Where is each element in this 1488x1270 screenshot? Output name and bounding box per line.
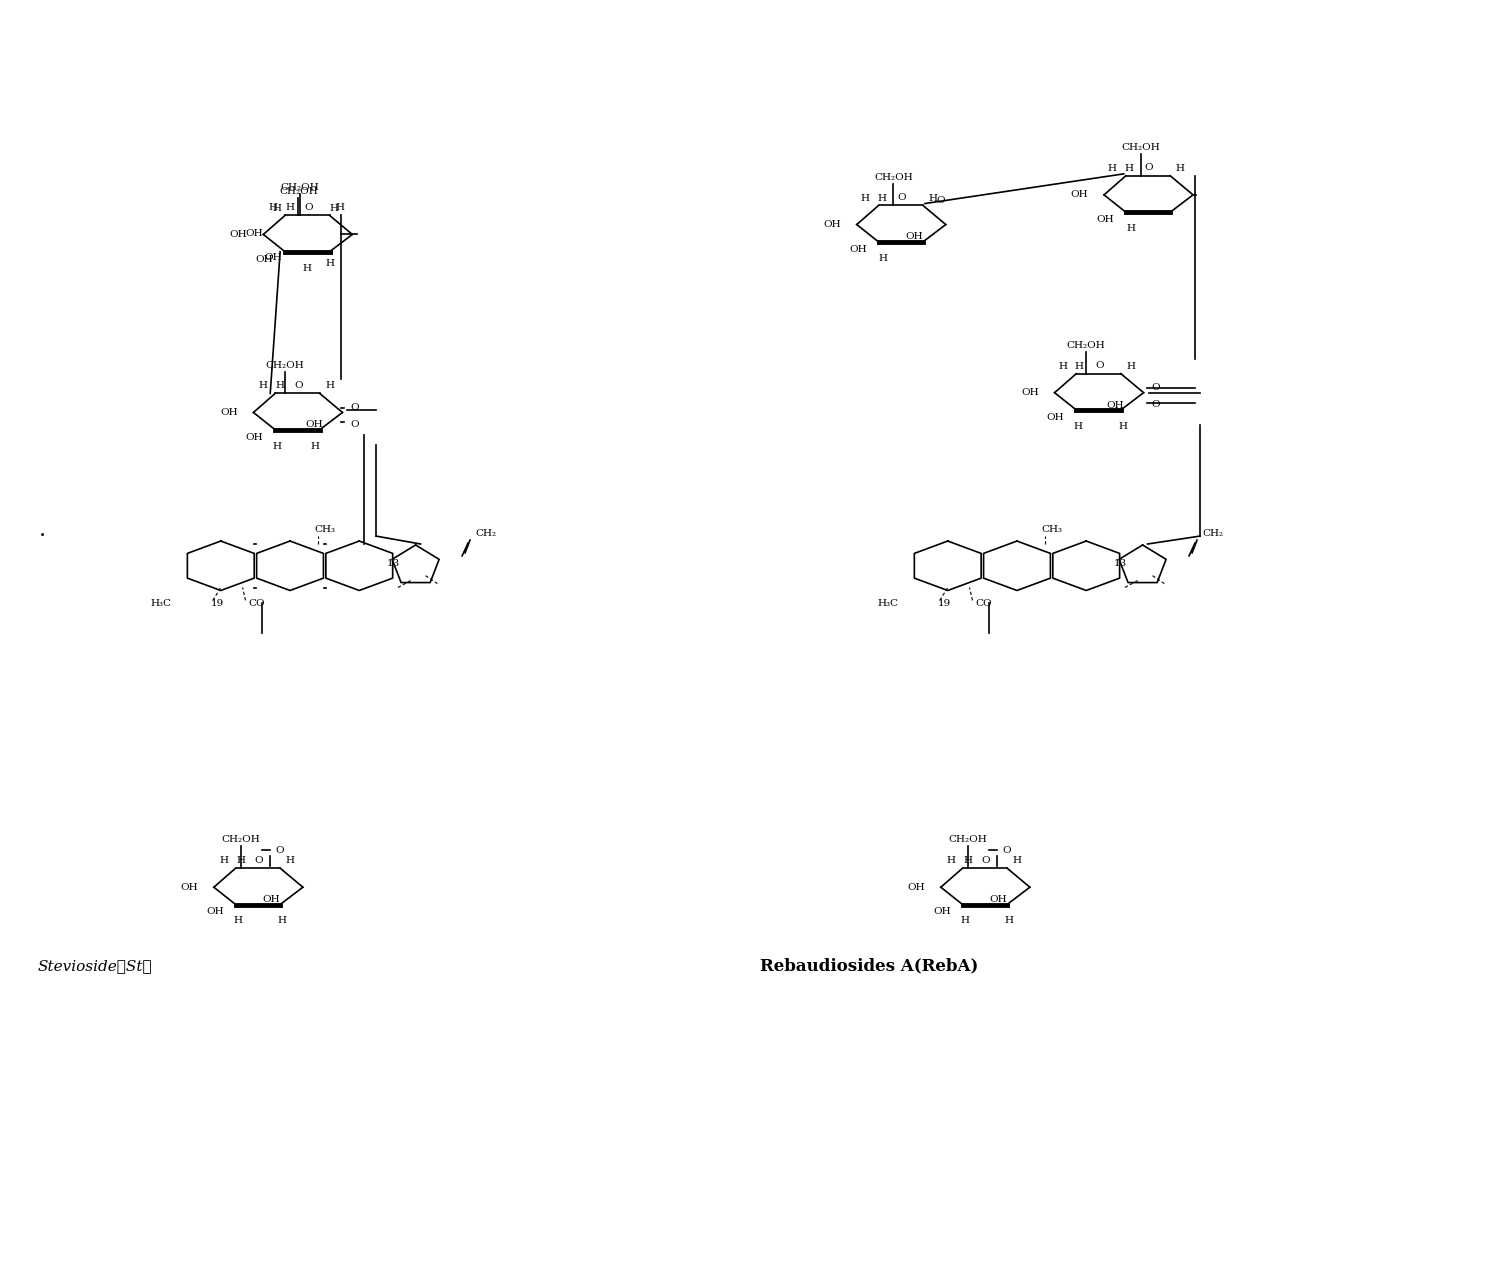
Text: H: H [286,856,295,865]
Text: CO: CO [976,599,992,608]
Text: OH: OH [246,229,263,237]
Text: H: H [234,917,243,926]
Text: CH₂OH: CH₂OH [1067,340,1106,351]
Text: H: H [963,856,972,865]
Text: H: H [1058,362,1067,371]
Text: O: O [1152,384,1161,392]
Text: O: O [936,196,945,204]
Text: H: H [324,259,335,268]
Text: CH₃: CH₃ [315,525,336,535]
Text: H: H [310,442,320,451]
Text: OH: OH [305,420,323,429]
Text: O: O [350,403,359,411]
Text: O: O [897,193,906,202]
Text: CH₂OH: CH₂OH [280,187,318,196]
Text: OH: OH [823,220,841,229]
Text: H: H [960,917,969,926]
Text: O: O [1144,164,1153,173]
Text: CH₂: CH₂ [1202,530,1223,538]
Text: OH: OH [265,253,283,262]
Text: O: O [1152,400,1161,409]
Text: H: H [860,193,869,202]
Text: H₃C: H₃C [878,599,899,608]
Text: CH₂OH: CH₂OH [948,836,987,845]
Text: OH: OH [1048,413,1064,422]
Text: CH₂OH: CH₂OH [266,361,305,370]
Text: H: H [879,254,888,263]
Text: O: O [254,856,263,865]
Text: CH₂OH: CH₂OH [281,183,320,192]
Text: OH: OH [906,232,924,241]
Text: H: H [237,856,246,865]
Text: OH: OH [256,255,274,264]
Text: ·: · [39,525,46,547]
Text: O: O [1003,846,1012,855]
Text: O: O [295,381,302,390]
Text: O: O [304,203,312,212]
Text: CH₂OH: CH₂OH [222,836,260,845]
Text: CH₂OH: CH₂OH [873,173,912,182]
Text: OH: OH [933,908,951,917]
Text: H: H [269,203,278,212]
Text: H: H [1107,164,1116,173]
Text: OH: OH [220,408,238,417]
Text: H: H [1126,362,1135,371]
Text: H: H [1176,164,1184,173]
Text: H: H [929,193,937,202]
Text: OH: OH [207,908,223,917]
Text: H₃C: H₃C [150,599,171,608]
Text: OH: OH [1097,215,1115,224]
Text: O: O [1095,361,1104,370]
Text: OH: OH [263,895,280,904]
Text: O: O [982,856,990,865]
Text: CH₃: CH₃ [1042,525,1062,535]
Text: CH₂OH: CH₂OH [1122,144,1161,152]
Text: OH: OH [229,230,247,239]
Text: H: H [1119,422,1128,431]
Text: OH: OH [1021,389,1039,398]
Text: OH: OH [180,883,198,892]
Text: H: H [946,856,955,865]
Text: OH: OH [908,883,926,892]
Text: Rebaudiosides A(RebA): Rebaudiosides A(RebA) [760,958,978,975]
Text: O: O [350,420,359,429]
Text: H: H [329,204,338,213]
Text: H: H [272,204,281,213]
Text: H: H [876,193,885,202]
Text: 13: 13 [387,559,400,568]
Text: OH: OH [1070,190,1088,199]
Text: CH₂: CH₂ [475,530,496,538]
Text: 19: 19 [937,599,951,608]
Text: H: H [1012,856,1021,865]
Text: H: H [278,917,287,926]
Text: H: H [1074,362,1083,371]
Text: H: H [1126,224,1135,232]
Text: H: H [275,381,284,390]
Text: OH: OH [850,245,866,254]
Text: H: H [324,381,335,390]
Text: H: H [1125,164,1134,173]
Text: H: H [1074,422,1083,431]
Text: 13: 13 [1115,559,1126,568]
Text: CO: CO [248,599,265,608]
Text: H: H [259,381,268,390]
Text: H: H [272,442,281,451]
Text: OH: OH [1107,400,1123,409]
Text: H: H [286,203,295,212]
Text: H: H [304,264,312,273]
Text: O: O [275,846,284,855]
Text: H: H [219,856,228,865]
Text: 19: 19 [211,599,225,608]
Text: Stevioside（St）: Stevioside（St） [37,959,152,973]
Text: OH: OH [246,433,263,442]
Text: OH: OH [990,895,1007,904]
Text: H: H [335,203,344,212]
Text: H: H [1004,917,1013,926]
